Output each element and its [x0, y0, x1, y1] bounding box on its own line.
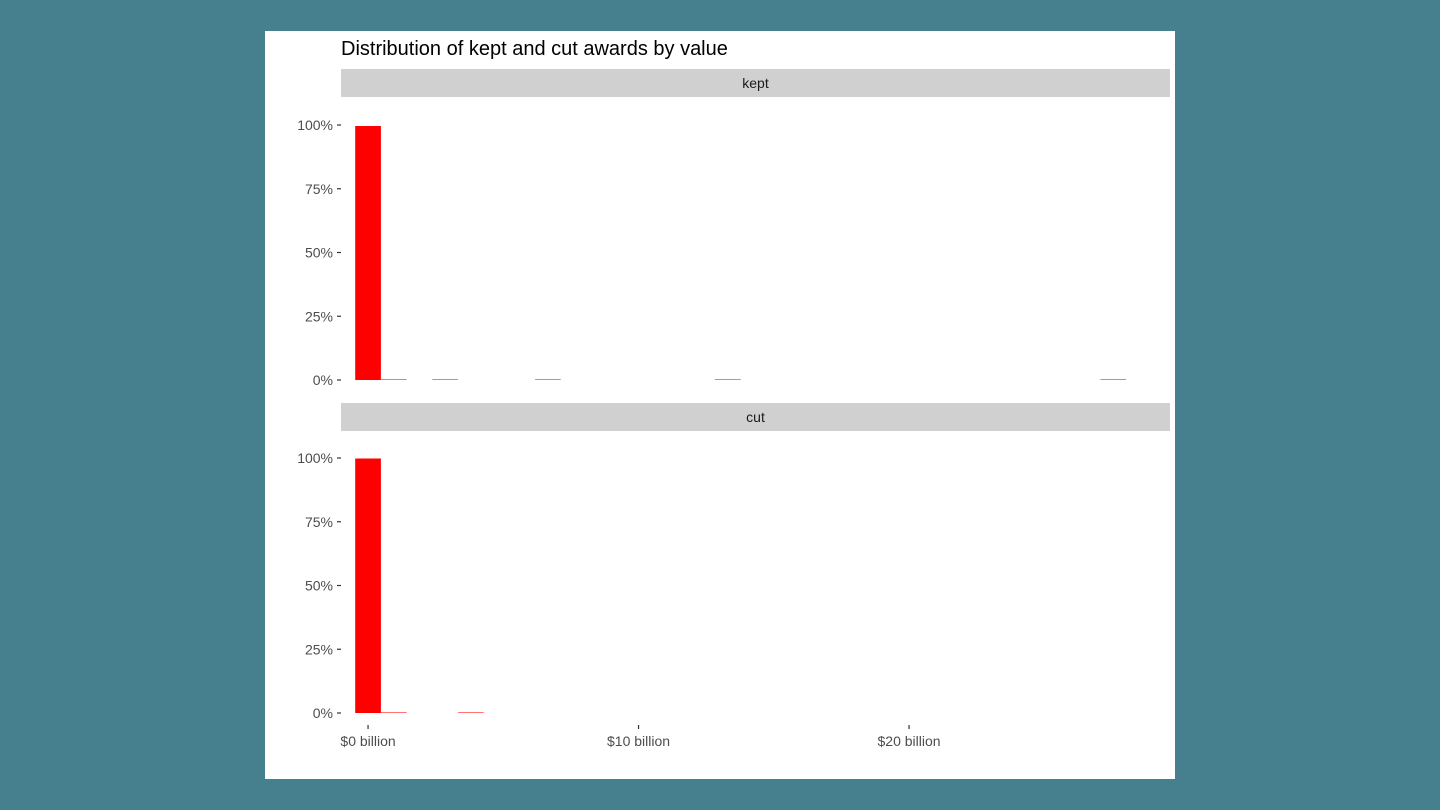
x-tick-label: $10 billion	[607, 733, 670, 749]
facet-strip	[341, 69, 1170, 97]
facet-strip-label: cut	[746, 409, 765, 425]
y-tick-label: 25%	[305, 641, 333, 657]
facet-strip-label: kept	[742, 75, 769, 91]
chart-slide: Distribution of kept and cut awards by v…	[265, 31, 1175, 779]
facet-panel-cut: cut 0% 25% 50% 75% 100%	[297, 403, 1170, 721]
y-tick-label: 75%	[305, 181, 333, 197]
x-tick-label: $20 billion	[878, 733, 941, 749]
histogram-bar	[355, 126, 381, 381]
y-tick-label: 0%	[313, 372, 333, 388]
histogram-bar	[380, 712, 407, 713]
y-tick-label: 50%	[305, 578, 333, 594]
histogram-bar	[380, 379, 407, 380]
facet-panel-kept: kept 0% 25% 50% 75% 100%	[297, 69, 1170, 388]
y-tick-label: 100%	[297, 450, 333, 466]
facet-histogram-chart: Distribution of kept and cut awards by v…	[297, 38, 1170, 749]
histogram-bar	[432, 379, 458, 380]
facet-strip	[341, 403, 1170, 431]
y-tick-label: 100%	[297, 117, 333, 133]
histogram-bar	[714, 379, 741, 380]
y-tick-label: 75%	[305, 514, 333, 530]
chart-title: Distribution of kept and cut awards by v…	[341, 38, 728, 60]
histogram-bar	[1100, 379, 1127, 380]
y-tick-label: 0%	[313, 705, 333, 721]
histogram-bar	[535, 379, 561, 380]
histogram-bar	[457, 712, 484, 713]
histogram-bar	[355, 458, 381, 713]
x-tick-label: $0 billion	[340, 733, 395, 749]
y-tick-label: 50%	[305, 245, 333, 261]
y-tick-label: 25%	[305, 308, 333, 324]
